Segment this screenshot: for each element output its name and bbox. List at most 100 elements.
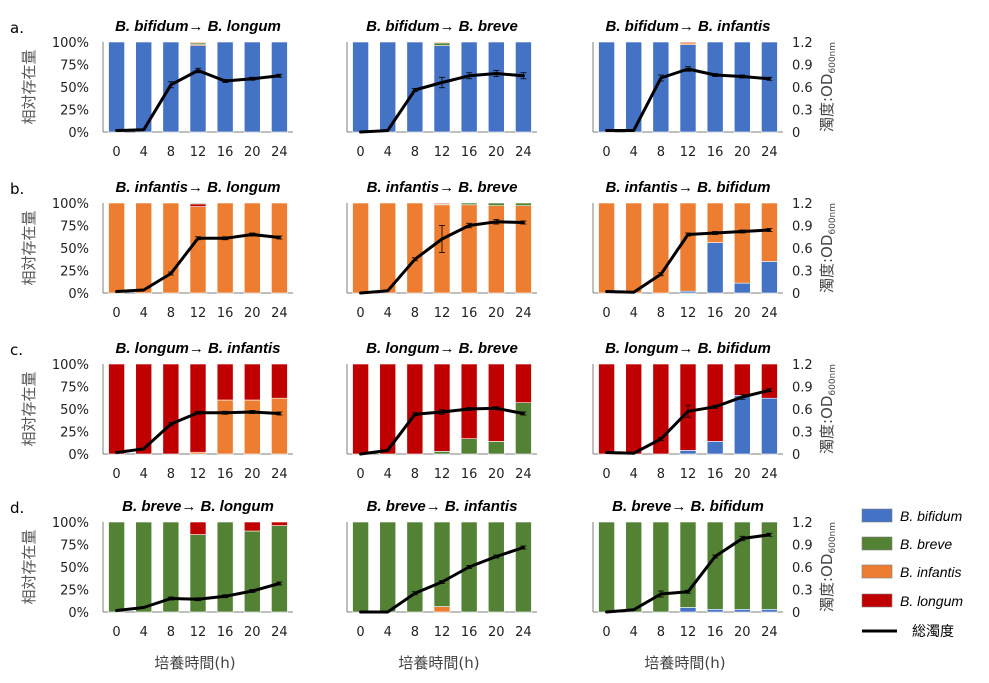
panel-title: B. longum→ B. breve	[366, 340, 518, 357]
y-tick-right: 1.2	[792, 36, 813, 51]
bar-segment-breve	[679, 521, 697, 608]
x-tick-label: 16	[461, 467, 478, 482]
y-axis-label-right: 濁度:OD600nm	[818, 42, 838, 132]
panel-title: B. bifidum→ B. longum	[115, 18, 281, 35]
od-line	[115, 582, 281, 612]
y-axis-label-left: 相対存在量	[20, 210, 38, 285]
x-tick-label: 8	[167, 467, 175, 482]
y-tick-right: 0.3	[792, 426, 813, 441]
x-tick-label: 4	[630, 145, 638, 160]
y-axis-label-right: 濁度:OD600nm	[818, 364, 838, 454]
legend-label: 総濁度	[912, 624, 954, 640]
x-tick-label: 16	[707, 625, 724, 640]
x-tick-label: 16	[461, 306, 478, 321]
y-axis-label-right-sub: 600nm	[828, 522, 838, 554]
y-tick-left: 75%	[60, 59, 89, 74]
legend-label: B. longum	[900, 593, 963, 609]
bar-segment-longum	[433, 363, 451, 452]
x-axis-label: 培養時間(h)	[398, 654, 479, 672]
x-axis-label: 培養時間(h)	[644, 654, 725, 672]
bar-segment-bifidum	[761, 261, 778, 294]
od-line	[605, 67, 771, 132]
od-line	[359, 220, 525, 295]
bar-segment-infantis	[406, 202, 424, 294]
x-tick-label: 4	[384, 625, 392, 640]
x-tick-label: 0	[356, 625, 364, 640]
x-tick-label: 12	[434, 145, 451, 160]
bar-segment-longum	[761, 363, 778, 399]
x-tick-label: 16	[217, 306, 234, 321]
bar-segment-breve	[761, 521, 778, 610]
bar-segment-bifidum	[460, 41, 478, 133]
x-tick-label: 0	[602, 306, 610, 321]
x-tick-label: 12	[680, 625, 697, 640]
x-tick-label: 16	[217, 145, 234, 160]
y-tick-left: 100%	[52, 516, 89, 531]
x-tick-label: 0	[602, 145, 610, 160]
bar-segment-breve	[515, 402, 532, 455]
y-tick-right: 0	[792, 287, 800, 302]
bar-segment-breve	[189, 202, 207, 205]
bar-segment-longum	[216, 363, 234, 401]
x-tick-label: 16	[707, 306, 724, 321]
x-tick-label: 4	[630, 306, 638, 321]
y-tick-right: 0	[792, 126, 800, 141]
y-tick-left: 75%	[60, 220, 89, 235]
bar-segment-longum	[487, 363, 505, 442]
od-line	[115, 233, 281, 293]
x-tick-label: 16	[217, 625, 234, 640]
y-tick-left: 75%	[60, 539, 89, 554]
bar-segment-infantis	[598, 202, 615, 294]
row-label-a: a.	[10, 19, 24, 37]
bar-segment-breve	[108, 521, 125, 613]
panel-title: B. bifidum→ B. breve	[366, 18, 518, 35]
x-tick-label: 12	[434, 625, 451, 640]
bar-segment-bifidum	[733, 608, 751, 613]
y-tick-left: 75%	[60, 381, 89, 396]
x-tick-label: 8	[657, 467, 665, 482]
x-tick-label: 8	[411, 306, 419, 321]
x-tick-label: 12	[190, 625, 207, 640]
x-tick-label: 24	[271, 625, 288, 640]
bar-segment-breve	[625, 521, 643, 613]
x-tick-label: 8	[411, 625, 419, 640]
bar-segment-breve	[733, 521, 751, 610]
bar-segment-longum	[652, 363, 670, 455]
y-axis-label-right-main: 濁度:OD	[818, 396, 836, 454]
bar-segment-longum	[189, 203, 207, 207]
bar-segment-bifidum	[352, 41, 369, 133]
bar-segment-longum	[162, 363, 180, 455]
x-tick-label: 8	[167, 145, 175, 160]
bar-segment-bifidum	[706, 441, 724, 455]
bar-segment-breve	[433, 521, 451, 607]
x-tick-label: 24	[271, 306, 288, 321]
x-tick-label: 12	[190, 467, 207, 482]
y-tick-left: 50%	[60, 561, 89, 576]
bar-segment-bifidum	[706, 41, 724, 133]
y-tick-left: 0%	[68, 606, 89, 621]
y-axis-label-right-main: 濁度:OD	[818, 74, 836, 132]
y-tick-right: 0.9	[792, 220, 813, 235]
od-line	[605, 228, 771, 294]
y-tick-left: 100%	[52, 197, 89, 212]
y-axis-label-right-main: 濁度:OD	[818, 554, 836, 612]
panel-c-2: B. longum→ B. breve 0 4 8 12 16 20 24	[346, 340, 537, 482]
x-tick-label: 20	[734, 306, 751, 321]
legend-label: B. breve	[900, 536, 952, 552]
y-tick-left: 100%	[52, 36, 89, 51]
x-tick-label: 0	[112, 145, 120, 160]
y-axis-label-right: 濁度:OD600nm	[818, 203, 838, 293]
bar-segment-longum	[243, 521, 261, 532]
bar-segment-bifidum	[679, 450, 697, 455]
y-axis-label-left: 相対存在量	[20, 529, 38, 604]
bar-segment-longum	[433, 202, 451, 205]
y-tick-left: 50%	[60, 242, 89, 257]
x-tick-label: 20	[244, 625, 261, 640]
x-tick-label: 8	[167, 306, 175, 321]
bar-segment-infantis	[189, 41, 207, 44]
bar-segment-infantis	[625, 202, 643, 294]
legend-swatch-breve	[861, 536, 893, 551]
x-tick-label: 24	[515, 625, 532, 640]
y-tick-left: 0%	[68, 448, 89, 463]
y-tick-right: 0.6	[792, 403, 813, 418]
